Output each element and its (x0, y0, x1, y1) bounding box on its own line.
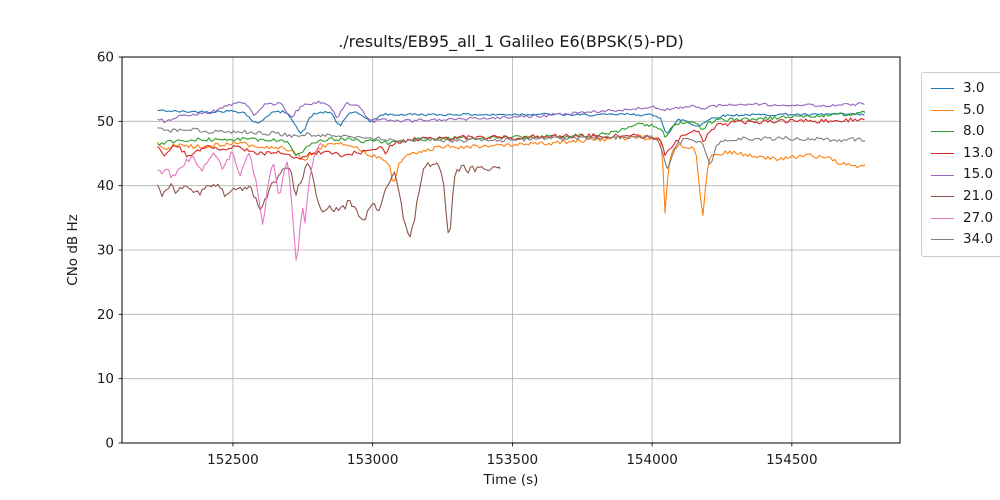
legend-item-label: 34.0 (963, 231, 994, 248)
series-line-8.0 (157, 110, 866, 157)
legend-line-sample (931, 109, 954, 111)
series-line-27.0 (157, 142, 322, 261)
y-tick-label-40: 40 (97, 178, 114, 194)
legend-line-sample (931, 153, 954, 155)
series-layer (157, 100, 866, 261)
legend-item-21.0: 21.0 (931, 186, 993, 208)
series-line-21.0 (157, 162, 501, 238)
y-axis-label: CNo dB Hz (65, 214, 81, 285)
chart-title: ./results/EB95_all_1 Galileo E6(BPSK(5)-… (338, 32, 684, 52)
legend-line-sample (931, 131, 954, 133)
y-tick-label-50: 50 (97, 114, 114, 130)
legend-item-3.0: 3.0 (931, 78, 993, 100)
legend-item-label: 13.0 (963, 144, 994, 161)
legend: 3.0 5.0 8.0 13.0 15.0 21.0 27.0 34.0 (921, 72, 1000, 257)
legend-line-sample (931, 217, 954, 219)
legend-item-label: 5.0 (963, 101, 985, 118)
legend-item-15.0: 15.0 (931, 164, 993, 186)
legend-item-34.0: 34.0 (931, 229, 993, 251)
x-tick-label-153000: 153000 (347, 452, 399, 468)
legend-item-label: 21.0 (963, 187, 994, 204)
legend-line-sample (931, 239, 954, 241)
series-line-13.0 (157, 117, 865, 160)
legend-item-label: 15.0 (963, 166, 994, 183)
legend-item-8.0: 8.0 (931, 121, 993, 143)
series-line-3.0 (157, 109, 865, 134)
x-tick-label-154500: 154500 (766, 452, 818, 468)
y-tick-label-60: 60 (97, 50, 114, 66)
legend-item-label: 8.0 (963, 123, 985, 140)
legend-item-13.0: 13.0 (931, 143, 993, 165)
legend-item-label: 27.0 (963, 209, 994, 226)
series-line-15.0 (157, 100, 865, 124)
y-tick-label-30: 30 (97, 243, 114, 259)
y-tick-label-0: 0 (105, 436, 114, 452)
y-tick-label-10: 10 (97, 371, 114, 387)
legend-item-27.0: 27.0 (931, 208, 993, 230)
series-line-34.0 (157, 127, 866, 169)
legend-item-5.0: 5.0 (931, 100, 993, 122)
series-line-5.0 (157, 134, 866, 217)
x-tick-label-154000: 154000 (626, 452, 678, 468)
legend-line-sample (931, 196, 954, 198)
x-axis-label: Time (s) (483, 472, 539, 488)
y-tick-label-20: 20 (97, 307, 114, 323)
x-tick-label-152500: 152500 (207, 452, 259, 468)
legend-line-sample (931, 88, 954, 90)
legend-line-sample (931, 174, 954, 176)
legend-item-label: 3.0 (963, 80, 985, 96)
tick-layer: 152500 153000 153500 154000 154500 0 10 20 30 40 5… (97, 50, 818, 469)
x-tick-label-153500: 153500 (487, 452, 539, 468)
